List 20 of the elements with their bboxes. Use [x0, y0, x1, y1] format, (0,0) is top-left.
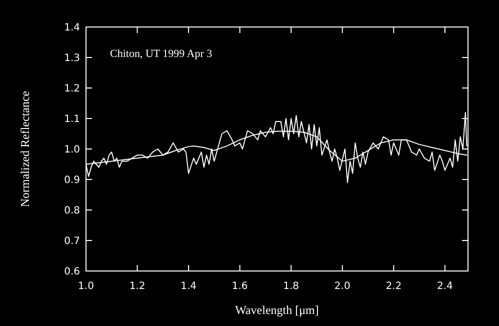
y-tick-label: 1.0: [64, 144, 80, 156]
y-tick-label: 0.8: [64, 206, 80, 216]
x-axis-title: Wavelength [μm]: [235, 303, 319, 317]
x-tick-label: 1.8: [283, 281, 300, 292]
y-tick-label: 1.3: [64, 53, 80, 64]
y-axis-title: Normalized Reflectance: [18, 90, 32, 208]
y-tick-label: 0.7: [64, 236, 80, 247]
x-tick-label: 1.0: [78, 281, 94, 292]
x-tick-label: 1.6: [232, 281, 248, 292]
y-tick-label: 1.1: [64, 114, 80, 125]
y-tick-label: 1.2: [64, 84, 80, 94]
y-tick-label: 1.4: [64, 22, 80, 34]
y-tick-label: 0.9: [64, 175, 80, 186]
annotation: Chiton, UT 1999 Apr 3: [110, 48, 213, 60]
x-tick-label: 2.4: [436, 281, 453, 292]
y-tick-label: 0.6: [64, 266, 80, 278]
x-tick-label: 2.0: [334, 281, 350, 292]
x-tick-label: 1.2: [129, 281, 146, 292]
x-tick-label: 2.2: [386, 281, 402, 292]
x-tick-label: 1.4: [180, 281, 197, 292]
